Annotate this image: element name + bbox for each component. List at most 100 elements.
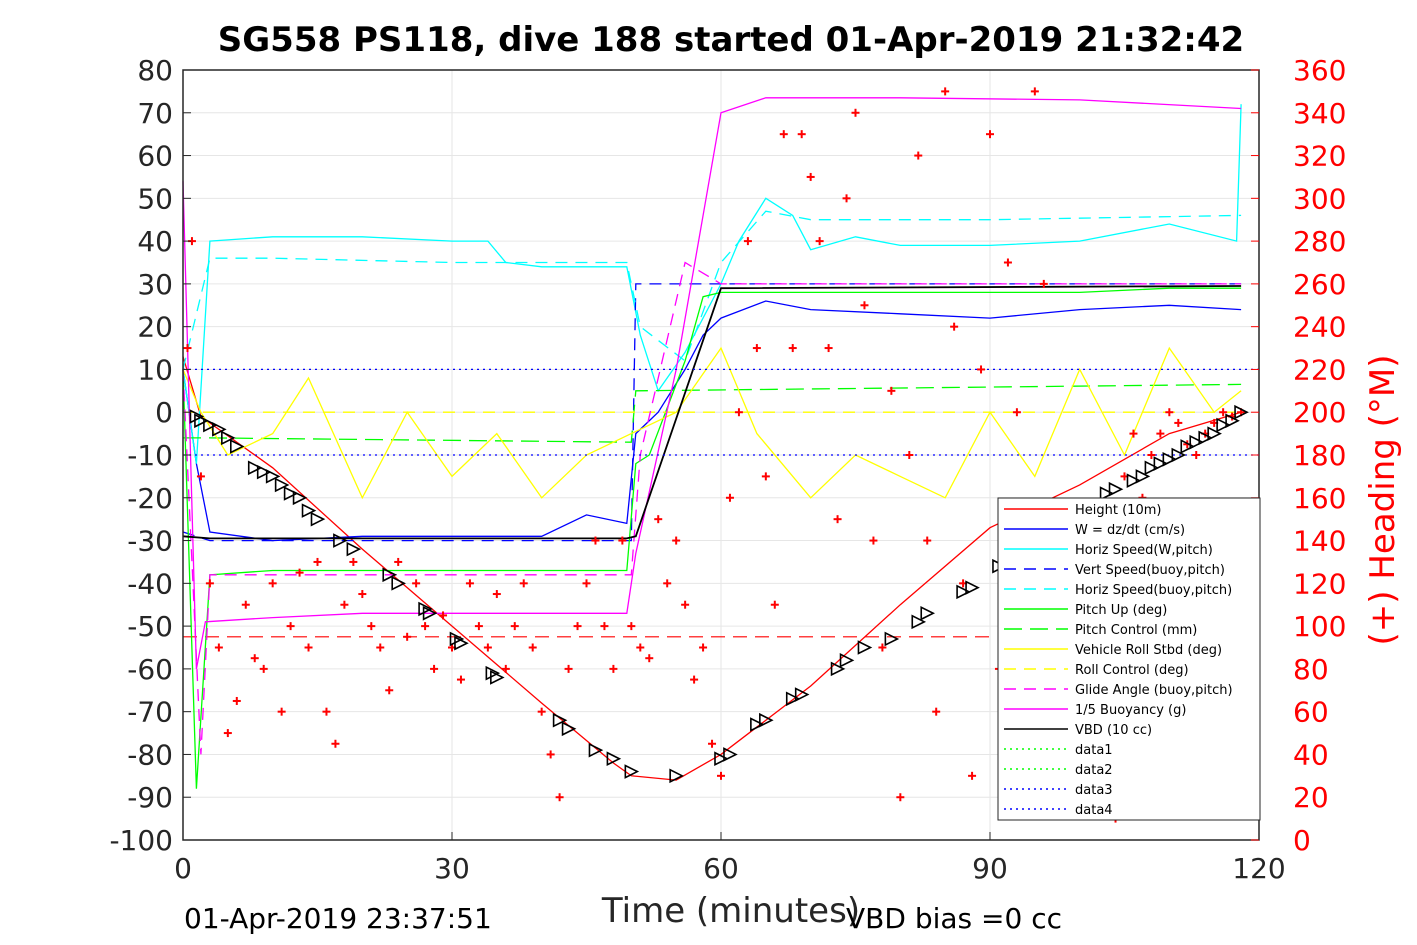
- heading-marker: [950, 322, 959, 331]
- chart-title: SG558 PS118, dive 188 started 01-Apr-201…: [218, 20, 1244, 60]
- vbd-triangle: [606, 751, 622, 767]
- vbd-triangle: [449, 631, 465, 647]
- heading-marker: [788, 344, 797, 353]
- right-tick-label: 100: [1293, 610, 1346, 643]
- right-tick-label: 360: [1293, 54, 1346, 87]
- legend-entry: Glide Angle (buoy,pitch): [1075, 683, 1233, 698]
- heading-marker: [259, 664, 268, 673]
- legend-entry: Pitch Up (deg): [1075, 603, 1167, 618]
- heading-marker: [519, 579, 528, 588]
- vbd-triangle: [274, 477, 290, 493]
- heading-marker: [986, 130, 994, 139]
- left-tick-label: 20: [137, 311, 173, 344]
- x-axis: 0 30 60 90 120: [174, 832, 1286, 885]
- left-tick-label: 40: [137, 225, 173, 258]
- heading-marker: [358, 590, 367, 599]
- heading-marker: [770, 600, 779, 609]
- heading-marker: [250, 654, 259, 663]
- heading-marker: [932, 707, 941, 716]
- legend-entry: Vert Speed(buoy,pitch): [1075, 563, 1225, 578]
- footer-timestamp: 01-Apr-2019 23:37:51: [184, 902, 492, 935]
- legend-entry: Horiz Speed(buoy,pitch): [1075, 583, 1232, 598]
- heading-marker: [851, 108, 860, 117]
- heading-marker: [304, 643, 313, 652]
- heading-marker: [824, 344, 833, 353]
- heading-marker: [600, 622, 609, 631]
- heading-marker: [743, 237, 752, 246]
- vbd-triangle: [382, 567, 398, 583]
- heading-marker: [313, 557, 322, 566]
- heading-marker: [779, 130, 788, 139]
- series-line: [182, 285, 1242, 540]
- heading-marker: [196, 472, 205, 481]
- vbd-triangle: [346, 541, 362, 557]
- vbd-triangle: [714, 751, 729, 767]
- vbd-triangle: [203, 417, 218, 433]
- heading-marker: [627, 622, 636, 631]
- vbd-triangle: [723, 747, 738, 762]
- vbd-triangle: [920, 605, 936, 621]
- heading-marker: [322, 707, 331, 716]
- vbd-triangle: [1225, 413, 1240, 429]
- vbd-triangle: [911, 614, 927, 630]
- vbd-triangle: [1198, 430, 1213, 446]
- heading-marker: [376, 643, 385, 652]
- heading-marker: [501, 664, 510, 673]
- heading-marker: [878, 643, 887, 652]
- x-tick-label: 30: [434, 852, 470, 885]
- series-line: [183, 383, 1242, 443]
- left-tick-label: -30: [127, 525, 173, 558]
- legend-entry: Vehicle Roll Stbd (deg): [1075, 643, 1222, 658]
- vbd-triangle: [669, 768, 684, 784]
- vbd-triangle: [1135, 469, 1151, 484]
- vbd-triangle: [221, 430, 236, 446]
- heading-marker: [331, 739, 340, 748]
- heading-marker: [609, 664, 618, 673]
- heading-marker: [681, 600, 690, 609]
- vbd-triangle: [292, 490, 308, 506]
- right-tick-label: 280: [1293, 225, 1346, 258]
- right-tick-label: 180: [1293, 439, 1346, 472]
- vbd-triangle: [490, 670, 505, 685]
- right-tick-label: 240: [1293, 311, 1346, 344]
- heading-marker: [618, 536, 627, 545]
- heading-marker: [734, 408, 743, 417]
- heading-marker: [528, 643, 537, 652]
- legend-box: [997, 497, 1261, 821]
- heading-marker: [403, 632, 412, 641]
- heading-marker: [1174, 418, 1183, 427]
- vbd-triangle: [1099, 486, 1115, 501]
- legend-entry: data1: [1075, 743, 1113, 758]
- vbd-triangle: [422, 605, 438, 621]
- vbd-triangle: [485, 665, 501, 681]
- left-tick-label: -100: [109, 824, 173, 857]
- heading-marker: [223, 729, 232, 738]
- right-tick-label: 340: [1293, 97, 1346, 130]
- left-tick-label: 70: [137, 97, 173, 130]
- x-tick-label: 60: [703, 852, 739, 885]
- legend-entry: Height (10m): [1075, 503, 1161, 518]
- heading-marker: [1003, 258, 1012, 267]
- left-tick-label: -40: [127, 567, 173, 600]
- right-tick-label: 320: [1293, 140, 1346, 173]
- vbd-triangle: [1180, 439, 1196, 454]
- heading-marker: [295, 568, 304, 577]
- left-tick-label: -80: [127, 738, 173, 771]
- left-tick-label: 0: [155, 396, 173, 429]
- right-tick-label: 0: [1293, 824, 1311, 857]
- left-tick-label: -70: [127, 696, 173, 729]
- legend-entry: data2: [1075, 763, 1113, 778]
- heading-marker: [456, 675, 465, 684]
- heading-marker: [815, 237, 824, 246]
- heading-marker: [492, 590, 501, 599]
- heading-marker: [923, 536, 932, 545]
- heading-marker: [474, 622, 483, 631]
- left-tick-label: -90: [127, 781, 173, 814]
- heading-marker: [367, 622, 376, 631]
- left-tick-label: -10: [127, 439, 173, 472]
- heading-marker: [183, 344, 192, 353]
- series-layer: [182, 97, 1259, 789]
- heading-marker: [699, 643, 708, 652]
- right-y-axis: 3603403203002802602402202001801601401201…: [1251, 54, 1346, 857]
- vbd-triangle: [189, 409, 205, 424]
